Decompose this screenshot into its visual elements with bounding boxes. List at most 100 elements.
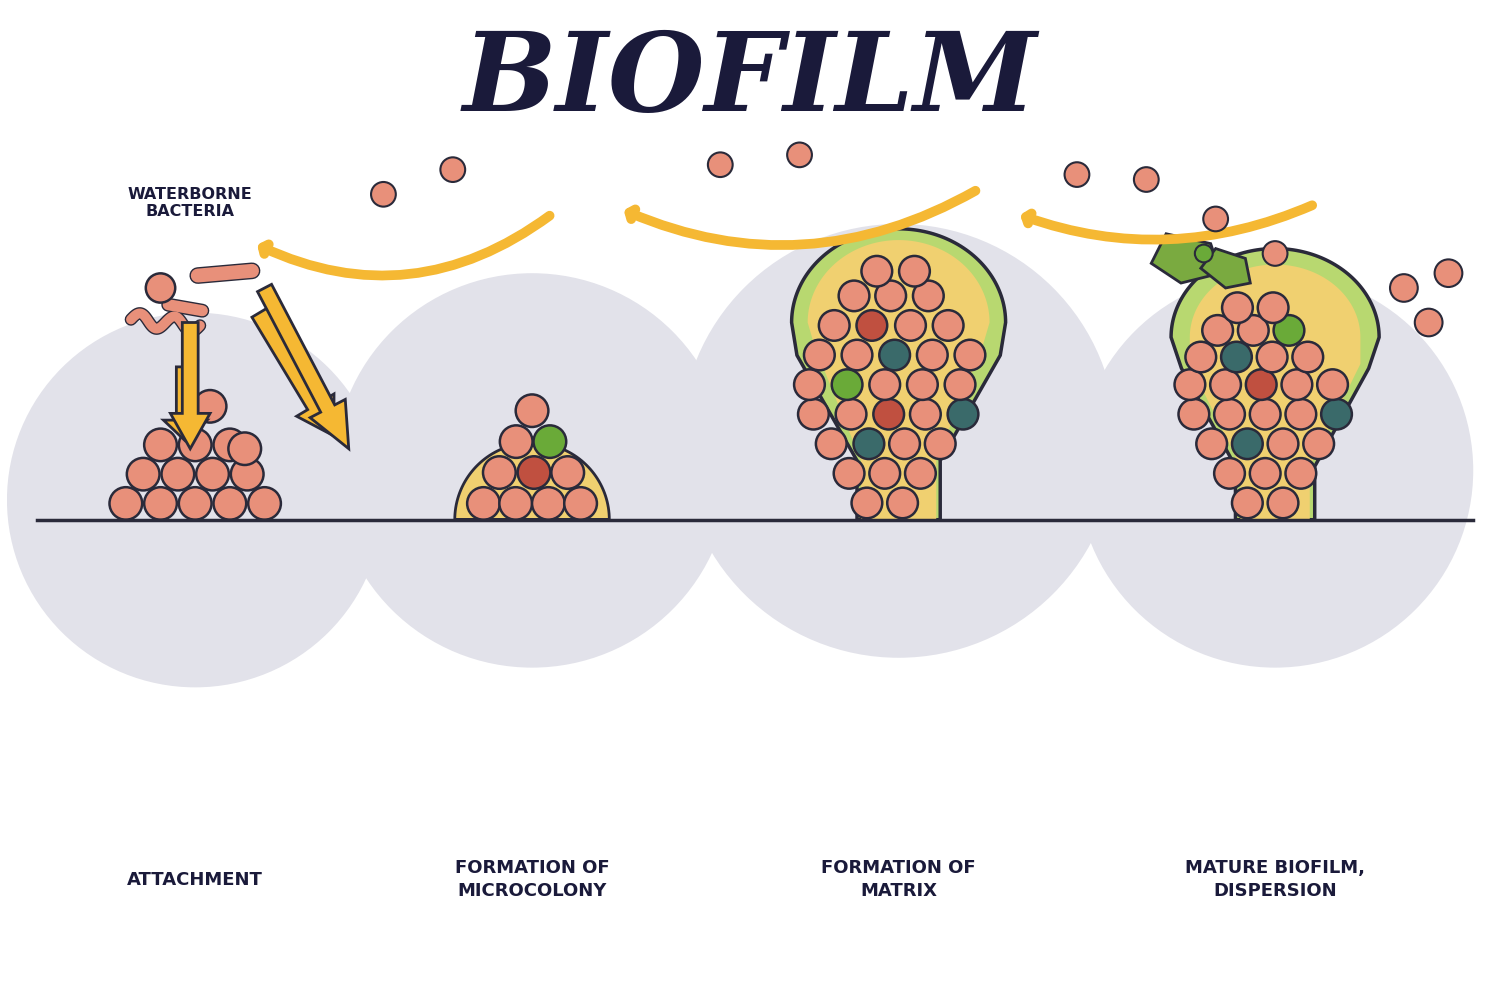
Circle shape [1317, 369, 1348, 400]
Circle shape [819, 310, 849, 341]
Circle shape [1390, 274, 1417, 302]
Text: FORMATION OF
MATRIX: FORMATION OF MATRIX [822, 859, 977, 900]
Circle shape [1222, 292, 1252, 323]
Circle shape [853, 429, 883, 459]
Polygon shape [792, 229, 1005, 520]
Circle shape [914, 281, 944, 311]
Circle shape [144, 429, 177, 461]
Circle shape [890, 429, 920, 459]
Circle shape [879, 340, 910, 370]
Circle shape [954, 340, 986, 370]
Circle shape [1268, 429, 1299, 459]
Circle shape [110, 487, 142, 520]
Circle shape [834, 458, 864, 489]
Circle shape [1232, 488, 1263, 518]
Circle shape [1214, 458, 1245, 489]
Circle shape [1203, 315, 1233, 346]
Text: FORMATION OF
MICROCOLONY: FORMATION OF MICROCOLONY [454, 859, 609, 900]
Circle shape [1250, 458, 1281, 489]
Circle shape [794, 369, 825, 400]
Circle shape [910, 399, 940, 429]
Circle shape [1077, 273, 1473, 668]
Circle shape [816, 429, 846, 459]
Circle shape [681, 224, 1116, 658]
Polygon shape [454, 443, 609, 520]
Circle shape [248, 487, 280, 520]
Circle shape [370, 182, 396, 207]
Circle shape [441, 157, 465, 182]
Circle shape [1214, 399, 1245, 429]
Circle shape [1304, 429, 1334, 459]
Circle shape [898, 256, 930, 287]
FancyArrow shape [258, 284, 350, 449]
Circle shape [1258, 292, 1288, 323]
Circle shape [1232, 429, 1263, 459]
Circle shape [1185, 342, 1216, 372]
Circle shape [945, 369, 975, 400]
Polygon shape [1152, 234, 1221, 283]
Circle shape [856, 310, 886, 341]
Circle shape [1250, 399, 1281, 429]
Circle shape [144, 487, 177, 520]
Circle shape [518, 456, 550, 489]
Circle shape [933, 310, 963, 341]
Polygon shape [1190, 265, 1360, 520]
Circle shape [1257, 342, 1287, 372]
Text: MATURE BIOFILM,
DISPERSION: MATURE BIOFILM, DISPERSION [1185, 859, 1365, 900]
Circle shape [1268, 488, 1299, 518]
Circle shape [804, 340, 834, 370]
Circle shape [908, 369, 938, 400]
Circle shape [1246, 369, 1276, 400]
Circle shape [870, 458, 900, 489]
Circle shape [1196, 245, 1212, 262]
Circle shape [532, 487, 564, 520]
Circle shape [1293, 342, 1323, 372]
Circle shape [1174, 369, 1204, 400]
FancyArrow shape [164, 367, 207, 441]
Circle shape [516, 394, 549, 427]
Circle shape [1238, 315, 1269, 346]
Circle shape [708, 152, 732, 177]
FancyArrow shape [171, 322, 210, 449]
Polygon shape [1172, 249, 1378, 520]
Circle shape [1134, 167, 1158, 192]
Text: ATTACHMENT: ATTACHMENT [128, 871, 262, 889]
Circle shape [1203, 207, 1228, 231]
Circle shape [1286, 458, 1316, 489]
Circle shape [552, 456, 584, 489]
Circle shape [839, 281, 870, 311]
Circle shape [466, 487, 500, 520]
Circle shape [1179, 399, 1209, 429]
FancyArrow shape [252, 308, 334, 436]
Circle shape [228, 432, 261, 465]
Circle shape [1322, 399, 1352, 429]
Circle shape [1414, 309, 1443, 336]
Circle shape [500, 487, 532, 520]
Circle shape [483, 456, 516, 489]
Circle shape [798, 399, 830, 429]
Circle shape [213, 429, 246, 461]
Circle shape [178, 487, 212, 520]
Circle shape [146, 273, 176, 303]
Circle shape [178, 429, 212, 461]
Circle shape [896, 310, 926, 341]
Circle shape [861, 256, 892, 287]
Circle shape [500, 425, 532, 458]
Circle shape [231, 458, 264, 490]
Circle shape [534, 425, 566, 458]
Circle shape [1263, 241, 1287, 266]
Circle shape [213, 487, 246, 520]
Circle shape [162, 458, 194, 490]
Polygon shape [1202, 249, 1251, 288]
Text: WATERBORNE
BACTERIA: WATERBORNE BACTERIA [128, 187, 252, 219]
Circle shape [1221, 342, 1252, 372]
Circle shape [1286, 399, 1316, 429]
Circle shape [564, 487, 597, 520]
Circle shape [194, 390, 226, 423]
Circle shape [873, 399, 904, 429]
Circle shape [842, 340, 873, 370]
Circle shape [948, 399, 978, 429]
Circle shape [831, 369, 862, 400]
Circle shape [1210, 369, 1240, 400]
Circle shape [886, 488, 918, 518]
